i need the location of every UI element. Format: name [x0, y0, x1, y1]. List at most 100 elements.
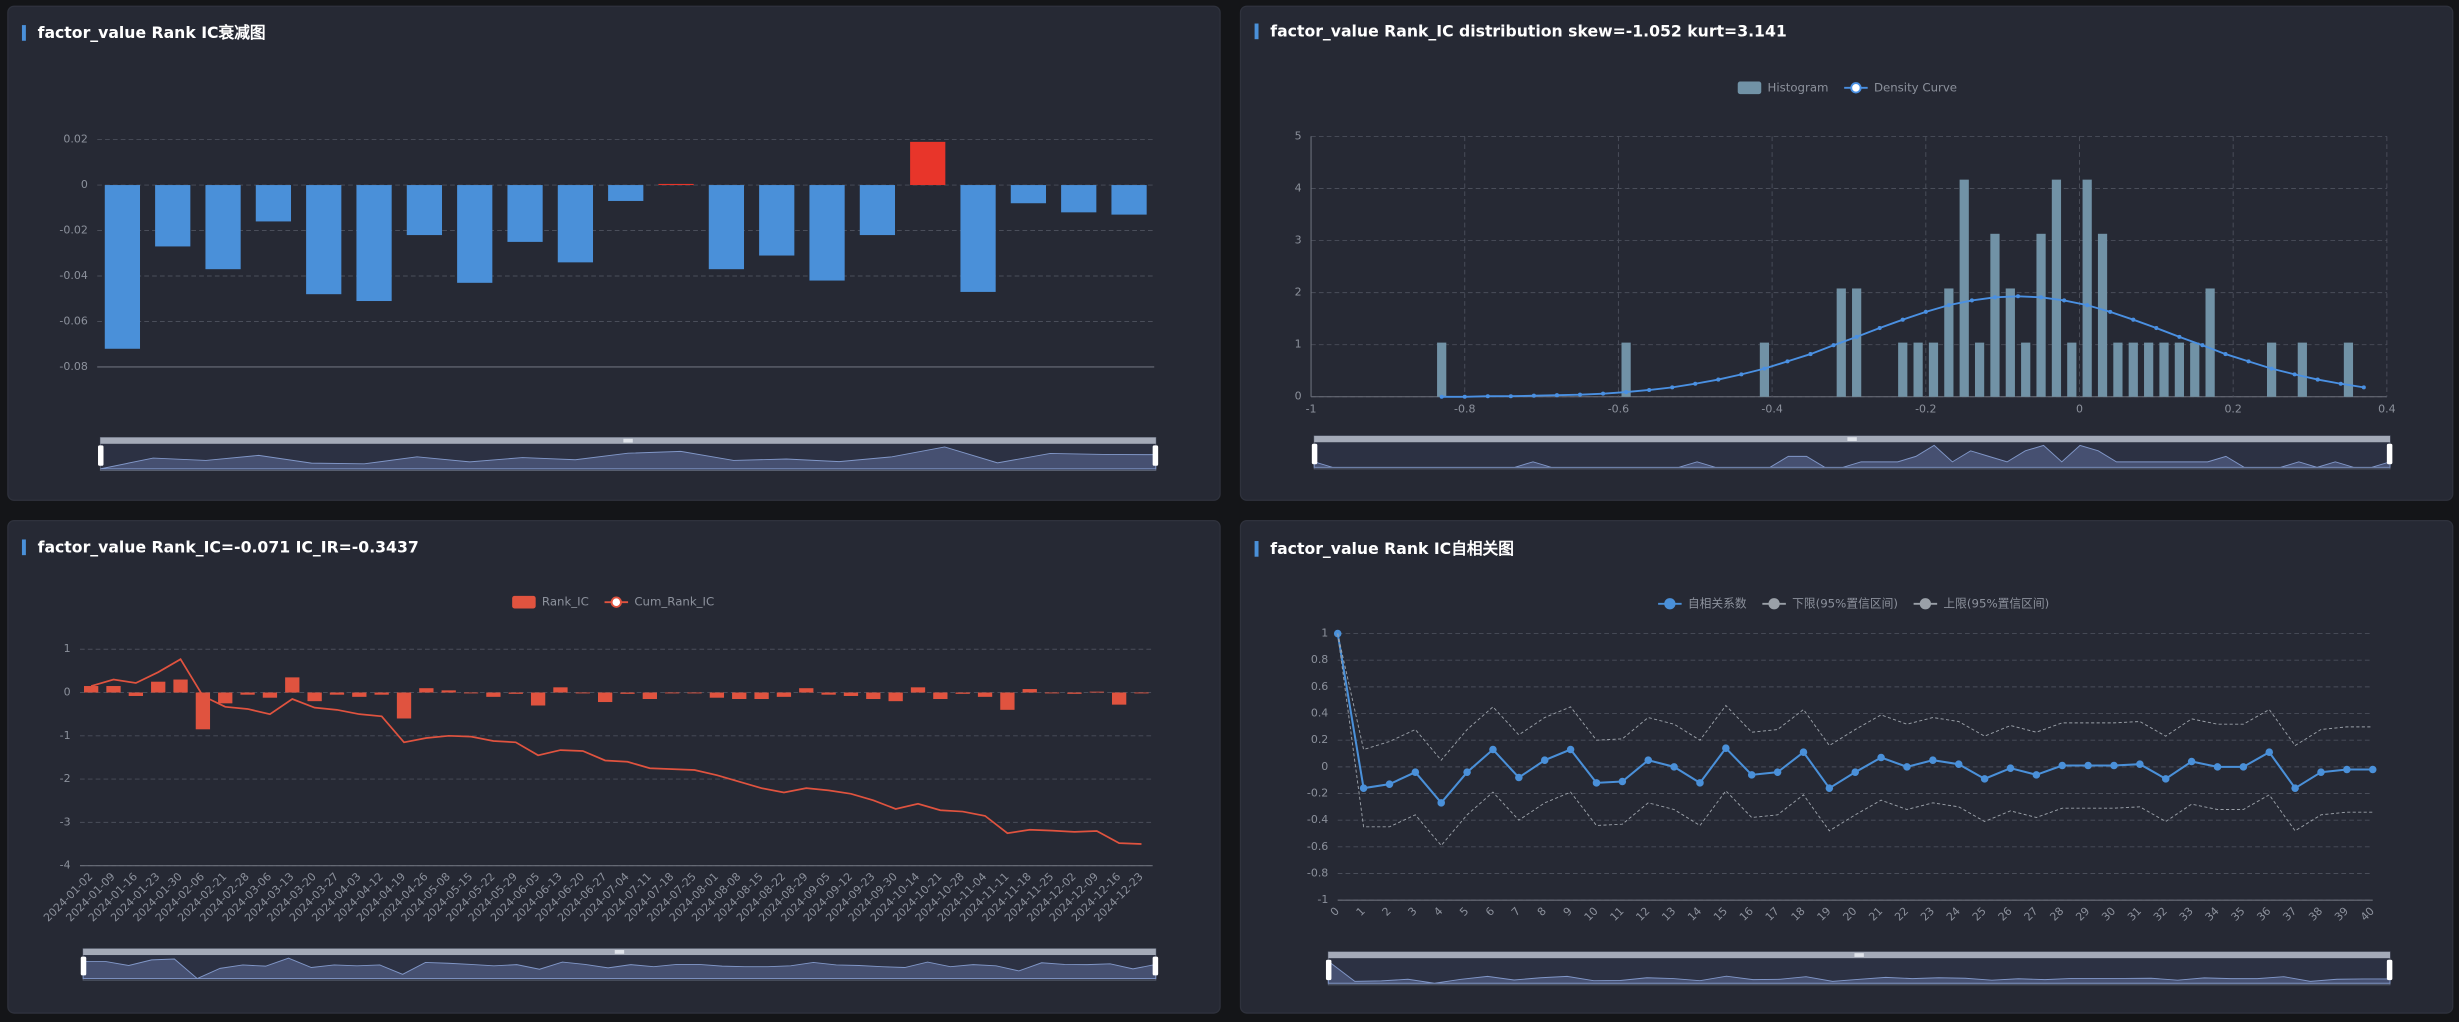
y-tick-label: 2 — [1295, 286, 1302, 299]
density-point — [2269, 366, 2274, 371]
bar — [799, 688, 814, 693]
line-point — [1670, 763, 1678, 771]
density-point — [1647, 387, 1652, 393]
panel — [1239, 5, 2454, 501]
bar — [396, 692, 412, 719]
zoom-handle[interactable] — [2386, 959, 2393, 981]
histogram-bar — [2051, 179, 2062, 397]
bar — [597, 692, 613, 703]
zoom-handle[interactable] — [80, 956, 87, 976]
legend-symbol — [1850, 82, 1862, 94]
chart-title: factor_value Rank_IC distribution skew=-… — [1270, 22, 1787, 41]
bar — [910, 141, 946, 186]
density-point — [1693, 381, 1698, 386]
zoom-handle[interactable] — [1152, 445, 1159, 466]
line-point — [1644, 756, 1652, 764]
legend-label: Histogram — [1768, 80, 1829, 94]
zoom-handle[interactable] — [2386, 443, 2393, 465]
y-tick-label: -0.8 — [1307, 866, 1328, 879]
legend-symbol — [1919, 598, 1932, 610]
zoom-handle[interactable] — [98, 445, 104, 466]
histogram-bar — [2174, 342, 2184, 397]
x-tick-label: 0.4 — [2378, 402, 2395, 415]
legend-symbol — [1737, 81, 1762, 95]
panel — [7, 5, 1221, 501]
y-tick-label: -0.4 — [1307, 813, 1328, 826]
zoom-handle[interactable] — [1152, 956, 1159, 976]
bar — [608, 185, 644, 201]
bar — [486, 692, 501, 697]
line — [1337, 633, 2373, 761]
density-point — [1969, 298, 1974, 303]
line-point — [1773, 768, 1782, 776]
line-point — [2187, 757, 2196, 766]
line — [90, 658, 1142, 845]
density-point — [2062, 298, 2067, 303]
y-tick-label: -0.6 — [1307, 840, 1328, 853]
zoom-handle[interactable] — [1311, 443, 1318, 465]
density-point — [2015, 294, 2021, 299]
line-point — [1903, 763, 1911, 771]
x-tick-label: 0.2 — [2224, 402, 2241, 415]
density-point — [1439, 394, 1444, 399]
legend-symbol — [610, 596, 622, 608]
line-point — [1515, 773, 1523, 782]
zoom-shadow — [82, 957, 1157, 980]
line-point — [2368, 765, 2377, 774]
line-point — [2161, 775, 2170, 783]
legend: 自相关系数 下限(95%置信区间) 上限(95%置信区间) — [1658, 596, 2049, 610]
line-point — [2343, 765, 2351, 774]
bar — [1022, 689, 1037, 693]
line-point — [1696, 779, 1704, 787]
y-tick-label: 0.8 — [1311, 653, 1328, 666]
line-point — [1592, 779, 1601, 787]
histogram-bar — [1990, 233, 2000, 397]
y-tick-label: 0 — [1321, 760, 1328, 773]
bar — [732, 692, 747, 700]
bar — [910, 687, 926, 693]
bar — [859, 185, 896, 236]
histogram-bar — [1852, 288, 1862, 397]
line-point — [1437, 799, 1445, 807]
density-point — [1854, 334, 1859, 339]
histogram-bar — [2005, 288, 2015, 397]
line-point — [1799, 748, 1808, 756]
histogram-bar — [1944, 288, 1954, 397]
title-marker — [21, 25, 26, 41]
bar — [1067, 692, 1082, 694]
zoom-handle[interactable] — [1325, 959, 1332, 981]
y-tick-label: 0.4 — [1311, 707, 1328, 720]
line-point — [2213, 763, 2222, 771]
zoom-slider-grip — [614, 950, 625, 954]
legend-label: Cum_Rank_IC — [634, 595, 714, 609]
histogram-bar — [1928, 342, 1939, 397]
bar — [821, 692, 836, 695]
density-point — [1785, 359, 1790, 364]
y-tick-label: -0.2 — [1307, 787, 1328, 800]
histogram-bar — [1959, 179, 1969, 397]
line-point — [1747, 771, 1756, 779]
legend-label: Rank_IC — [542, 595, 589, 609]
y-tick-label: 1 — [1295, 338, 1302, 351]
bar — [754, 692, 769, 700]
legend-symbol — [1664, 598, 1676, 610]
density-point — [1808, 352, 1813, 357]
histogram-bar — [2021, 342, 2031, 397]
density-point — [1831, 343, 1836, 348]
bar — [463, 692, 479, 694]
density-point — [2177, 334, 2182, 339]
histogram-bar — [1621, 342, 1631, 397]
bar — [306, 185, 342, 295]
panel — [7, 520, 1221, 1014]
zoom-shadow — [100, 446, 1157, 470]
bar — [356, 185, 392, 302]
bar — [642, 692, 657, 700]
line-point — [2136, 760, 2144, 768]
bar — [262, 692, 278, 698]
bar — [173, 679, 188, 693]
density-point — [1462, 394, 1467, 399]
line-point — [1333, 629, 1342, 638]
line-point — [2084, 761, 2092, 770]
x-tick-label: -0.8 — [1454, 402, 1475, 415]
line-point — [2291, 784, 2299, 792]
